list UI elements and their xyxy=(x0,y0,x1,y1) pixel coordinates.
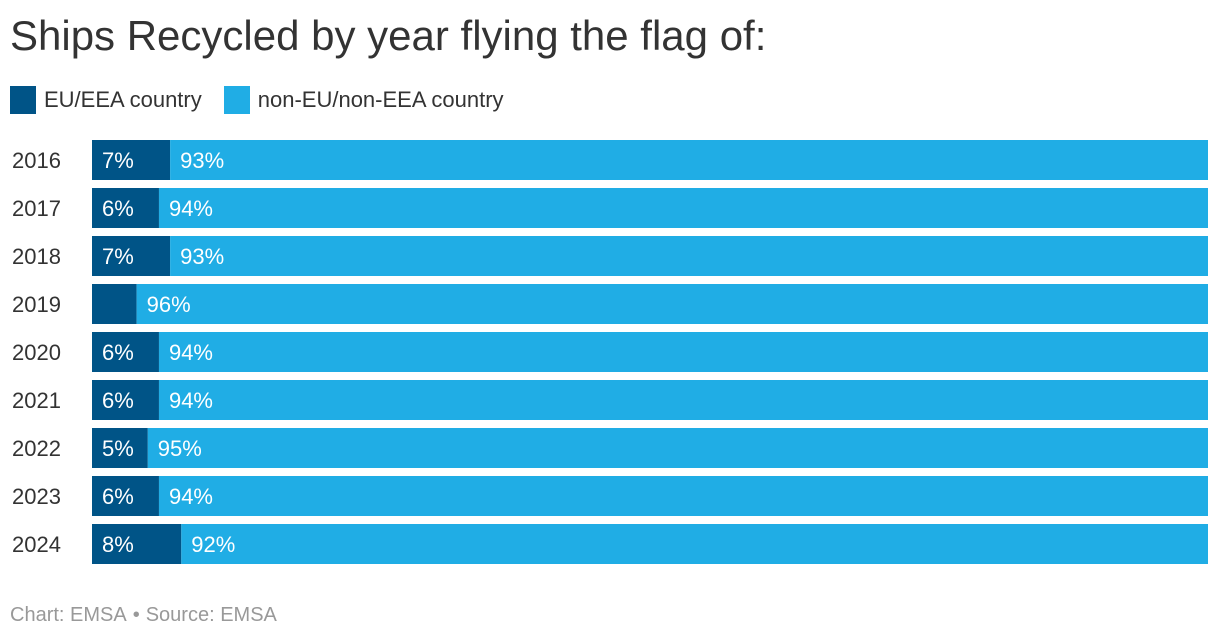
data-label-non-eu-2018: 93% xyxy=(180,244,224,269)
data-label-non-eu-2021: 94% xyxy=(169,388,213,413)
chart-area: 2016 7% 93% 2017 6% 94% 2018 7% 93% 2019 96% 2020 6%… xyxy=(0,130,1220,580)
bar-non-eu-2016 xyxy=(170,140,1208,180)
bar-eu-2019 xyxy=(92,284,137,324)
data-label-eu-2023: 6% xyxy=(102,484,134,509)
bar-non-eu-2020 xyxy=(158,332,1209,372)
legend-item-non-eu: non-EU/non-EEA country xyxy=(223,86,504,114)
data-label-non-eu-2017: 94% xyxy=(169,196,213,221)
bar-eu-2018 xyxy=(92,236,171,276)
legend-label-non-eu: non-EU/non-EEA country xyxy=(257,87,504,112)
year-label-2024: 2024 xyxy=(12,532,61,557)
bar-eu-2016 xyxy=(92,140,171,180)
legend-swatch-eu xyxy=(10,86,36,114)
bar-eu-2020 xyxy=(92,332,159,372)
bar-eu-2022 xyxy=(92,428,148,468)
bar-chart: 2016 7% 93% 2017 6% 94% 2018 7% 93% 2019 96% 2020 6%… xyxy=(12,140,1209,564)
bar-eu-2023 xyxy=(92,476,159,516)
legend-item-eu: EU/EEA country xyxy=(10,86,202,114)
bar-non-eu-2017 xyxy=(158,188,1209,228)
chart-title: Ships Recycled by year flying the flag o… xyxy=(10,12,767,59)
bar-eu-2017 xyxy=(92,188,159,228)
chart-footer: Chart: EMSA • Source: EMSA xyxy=(10,604,277,627)
bar-non-eu-2023 xyxy=(158,476,1209,516)
chart-credit: Chart: EMSA xyxy=(10,604,127,626)
data-label-eu-2024: 8% xyxy=(102,532,134,557)
year-label-2022: 2022 xyxy=(12,436,61,461)
year-label-2023: 2023 xyxy=(12,484,61,509)
bar-non-eu-2021 xyxy=(158,380,1209,420)
data-label-non-eu-2023: 94% xyxy=(169,484,213,509)
data-label-eu-2020: 6% xyxy=(102,340,134,365)
legend-label-eu: EU/EEA country xyxy=(44,87,202,112)
legend-swatch-non-eu xyxy=(223,86,250,114)
bar-non-eu-2018 xyxy=(170,236,1208,276)
bar-non-eu-2024 xyxy=(181,524,1208,564)
data-label-non-eu-2019: 96% xyxy=(147,292,191,317)
bar-non-eu-2022 xyxy=(147,428,1208,468)
data-label-eu-2021: 6% xyxy=(102,388,134,413)
data-label-eu-2018: 7% xyxy=(102,244,134,269)
year-label-2018: 2018 xyxy=(12,244,61,269)
year-label-2021: 2021 xyxy=(12,388,61,413)
data-label-non-eu-2016: 93% xyxy=(180,148,224,173)
year-label-2016: 2016 xyxy=(12,148,61,173)
bar-non-eu-2019 xyxy=(136,284,1208,324)
bar-eu-2021 xyxy=(92,380,159,420)
bar-eu-2024 xyxy=(92,524,182,564)
legend: EU/EEA country non-EU/non-EEA country xyxy=(10,85,504,115)
year-label-2020: 2020 xyxy=(12,340,61,365)
chart-source: Source: EMSA xyxy=(145,604,277,626)
data-label-non-eu-2022: 95% xyxy=(158,436,202,461)
year-label-2017: 2017 xyxy=(12,196,61,221)
data-label-eu-2016: 7% xyxy=(102,148,134,173)
data-label-eu-2017: 6% xyxy=(102,196,134,221)
footer-separator: • xyxy=(132,604,140,626)
year-label-2019: 2019 xyxy=(12,292,61,317)
data-label-non-eu-2020: 94% xyxy=(169,340,213,365)
data-label-non-eu-2024: 92% xyxy=(191,532,235,557)
data-label-eu-2022: 5% xyxy=(102,436,134,461)
